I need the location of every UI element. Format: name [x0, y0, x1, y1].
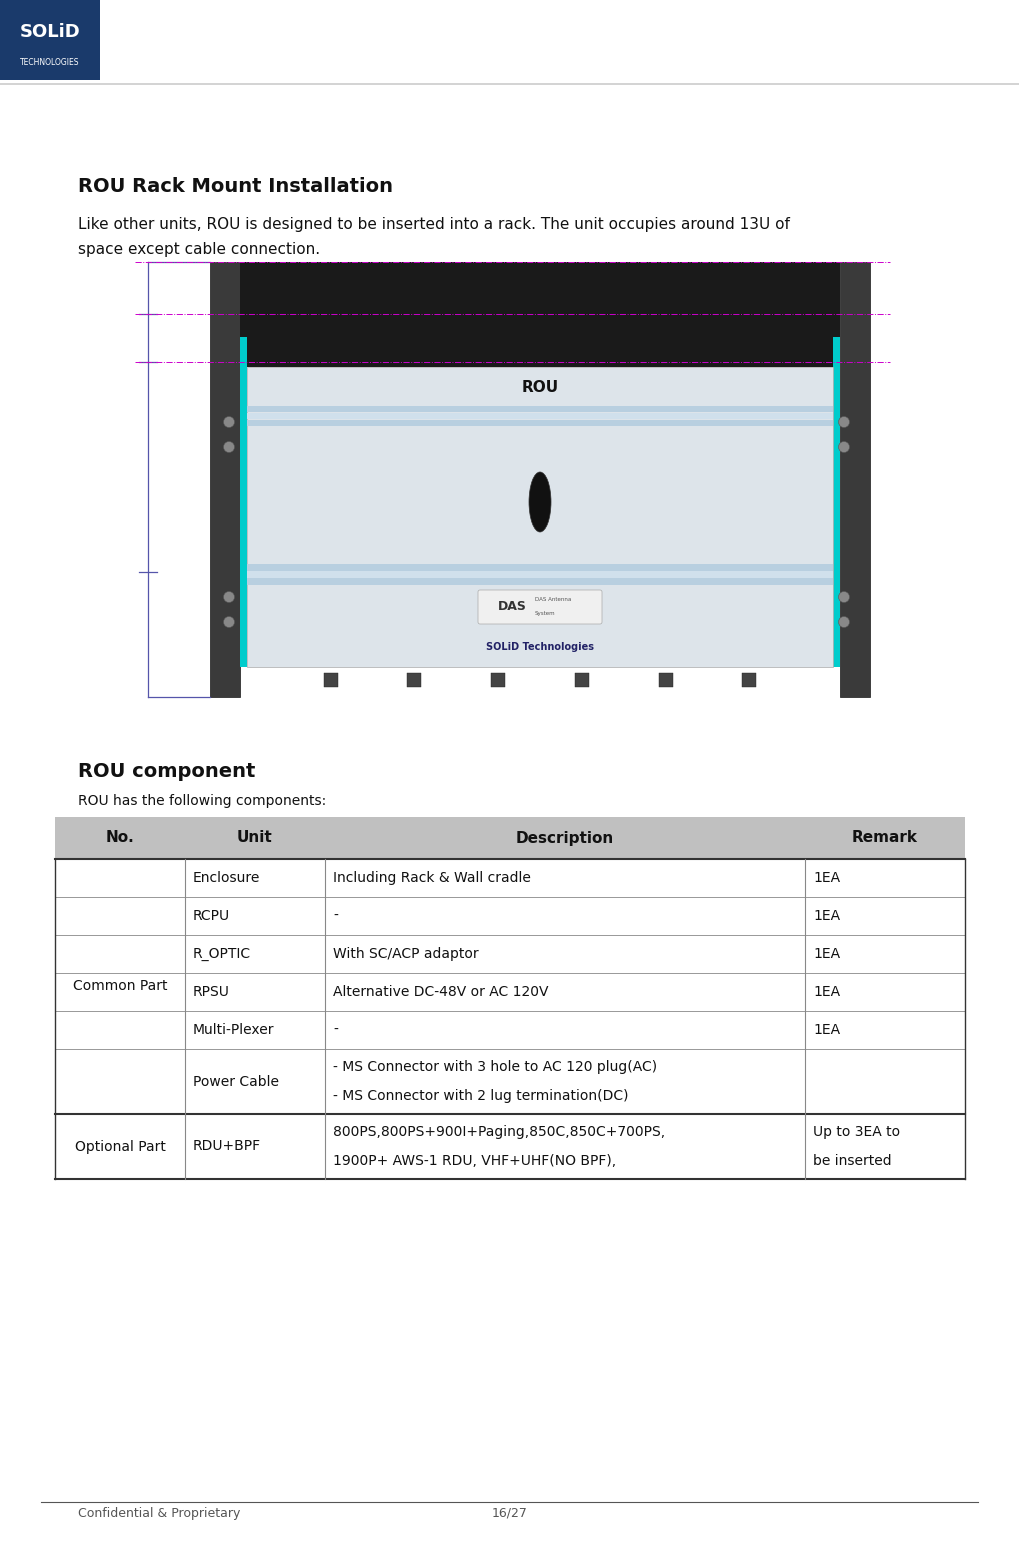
Text: 1EA: 1EA	[813, 872, 840, 886]
Text: DAS Antenna: DAS Antenna	[535, 598, 572, 603]
Bar	[742, 673, 756, 687]
Text: Multi-Plexer: Multi-Plexer	[193, 1023, 274, 1037]
Text: Alternative DC-48V or AC 120V: Alternative DC-48V or AC 120V	[333, 986, 548, 1000]
Bar	[55, 936, 965, 973]
Text: System: System	[535, 611, 555, 617]
Bar	[247, 578, 833, 586]
Text: R_OPTIC: R_OPTIC	[193, 947, 251, 961]
Text: With SC/ACP adaptor: With SC/ACP adaptor	[333, 947, 479, 961]
Text: -: -	[333, 1023, 338, 1037]
Text: Like other units, ROU is designed to be inserted into a rack. The unit occupies : Like other units, ROU is designed to be …	[78, 217, 790, 256]
Bar	[491, 673, 505, 687]
Bar	[247, 412, 833, 419]
Bar	[55, 859, 965, 897]
Text: 1EA: 1EA	[813, 909, 840, 923]
Bar	[247, 367, 833, 667]
Text: Enclosure: Enclosure	[193, 872, 261, 886]
Text: Confidential & Proprietary: Confidential & Proprietary	[78, 1507, 240, 1520]
Text: 1EA: 1EA	[813, 986, 840, 1000]
Text: SOLiD: SOLiD	[19, 23, 81, 41]
Bar	[55, 1114, 965, 1179]
Text: ROU Rack Mount Installation: ROU Rack Mount Installation	[78, 177, 393, 195]
Bar	[55, 1050, 965, 1114]
Text: Power Cable: Power Cable	[193, 1075, 279, 1089]
Bar	[240, 337, 247, 667]
Bar	[840, 262, 870, 697]
Text: Description: Description	[516, 831, 614, 845]
Circle shape	[839, 442, 850, 453]
Bar	[833, 337, 840, 667]
Bar	[247, 564, 833, 572]
Circle shape	[223, 442, 234, 453]
Text: be inserted: be inserted	[813, 1154, 892, 1168]
Text: ROU: ROU	[522, 380, 558, 395]
Text: RCPU: RCPU	[193, 909, 230, 923]
Text: Common Part: Common Part	[72, 979, 167, 993]
Circle shape	[223, 417, 234, 428]
Bar	[324, 673, 337, 687]
Text: No.: No.	[106, 831, 135, 845]
Text: ROU component: ROU component	[78, 762, 256, 781]
Bar	[240, 262, 840, 367]
Text: - MS Connector with 2 lug termination(DC): - MS Connector with 2 lug termination(DC…	[333, 1089, 629, 1103]
Text: RDU+BPF: RDU+BPF	[193, 1140, 261, 1153]
Bar	[210, 262, 240, 697]
Bar	[575, 673, 589, 687]
Text: 1EA: 1EA	[813, 947, 840, 961]
Text: Unit: Unit	[237, 831, 273, 845]
Bar	[247, 572, 833, 578]
Text: - MS Connector with 3 hole to AC 120 plug(AC): - MS Connector with 3 hole to AC 120 plu…	[333, 1061, 657, 1075]
Bar	[247, 420, 833, 426]
Circle shape	[839, 617, 850, 628]
Bar	[55, 973, 965, 1011]
Text: RPSU: RPSU	[193, 986, 230, 1000]
Text: Including Rack & Wall cradle: Including Rack & Wall cradle	[333, 872, 531, 886]
Text: 16/27: 16/27	[491, 1507, 528, 1520]
Circle shape	[839, 417, 850, 428]
Text: Optional Part: Optional Part	[74, 1140, 165, 1153]
Bar	[55, 1011, 965, 1050]
Text: Up to 3EA to: Up to 3EA to	[813, 1125, 900, 1139]
Text: Remark: Remark	[852, 831, 918, 845]
Text: 1900P+ AWS-1 RDU, VHF+UHF(NO BPF),: 1900P+ AWS-1 RDU, VHF+UHF(NO BPF),	[333, 1154, 616, 1168]
Circle shape	[839, 592, 850, 603]
Bar	[55, 817, 965, 859]
Text: SOLiD Technologies: SOLiD Technologies	[486, 642, 594, 651]
Circle shape	[223, 617, 234, 628]
Text: -: -	[333, 909, 338, 923]
Bar	[408, 673, 422, 687]
Text: 800PS,800PS+900I+Paging,850C,850C+700PS,: 800PS,800PS+900I+Paging,850C,850C+700PS,	[333, 1125, 665, 1139]
Bar	[247, 406, 833, 412]
Text: DAS: DAS	[498, 600, 527, 614]
Text: TECHNOLOGIES: TECHNOLOGIES	[20, 58, 79, 67]
Bar	[55, 897, 965, 936]
Circle shape	[223, 592, 234, 603]
Bar	[658, 673, 673, 687]
Bar	[0, 0, 100, 80]
Text: ROU has the following components:: ROU has the following components:	[78, 793, 326, 808]
FancyBboxPatch shape	[478, 590, 602, 623]
Ellipse shape	[529, 472, 551, 533]
Text: 1EA: 1EA	[813, 1023, 840, 1037]
